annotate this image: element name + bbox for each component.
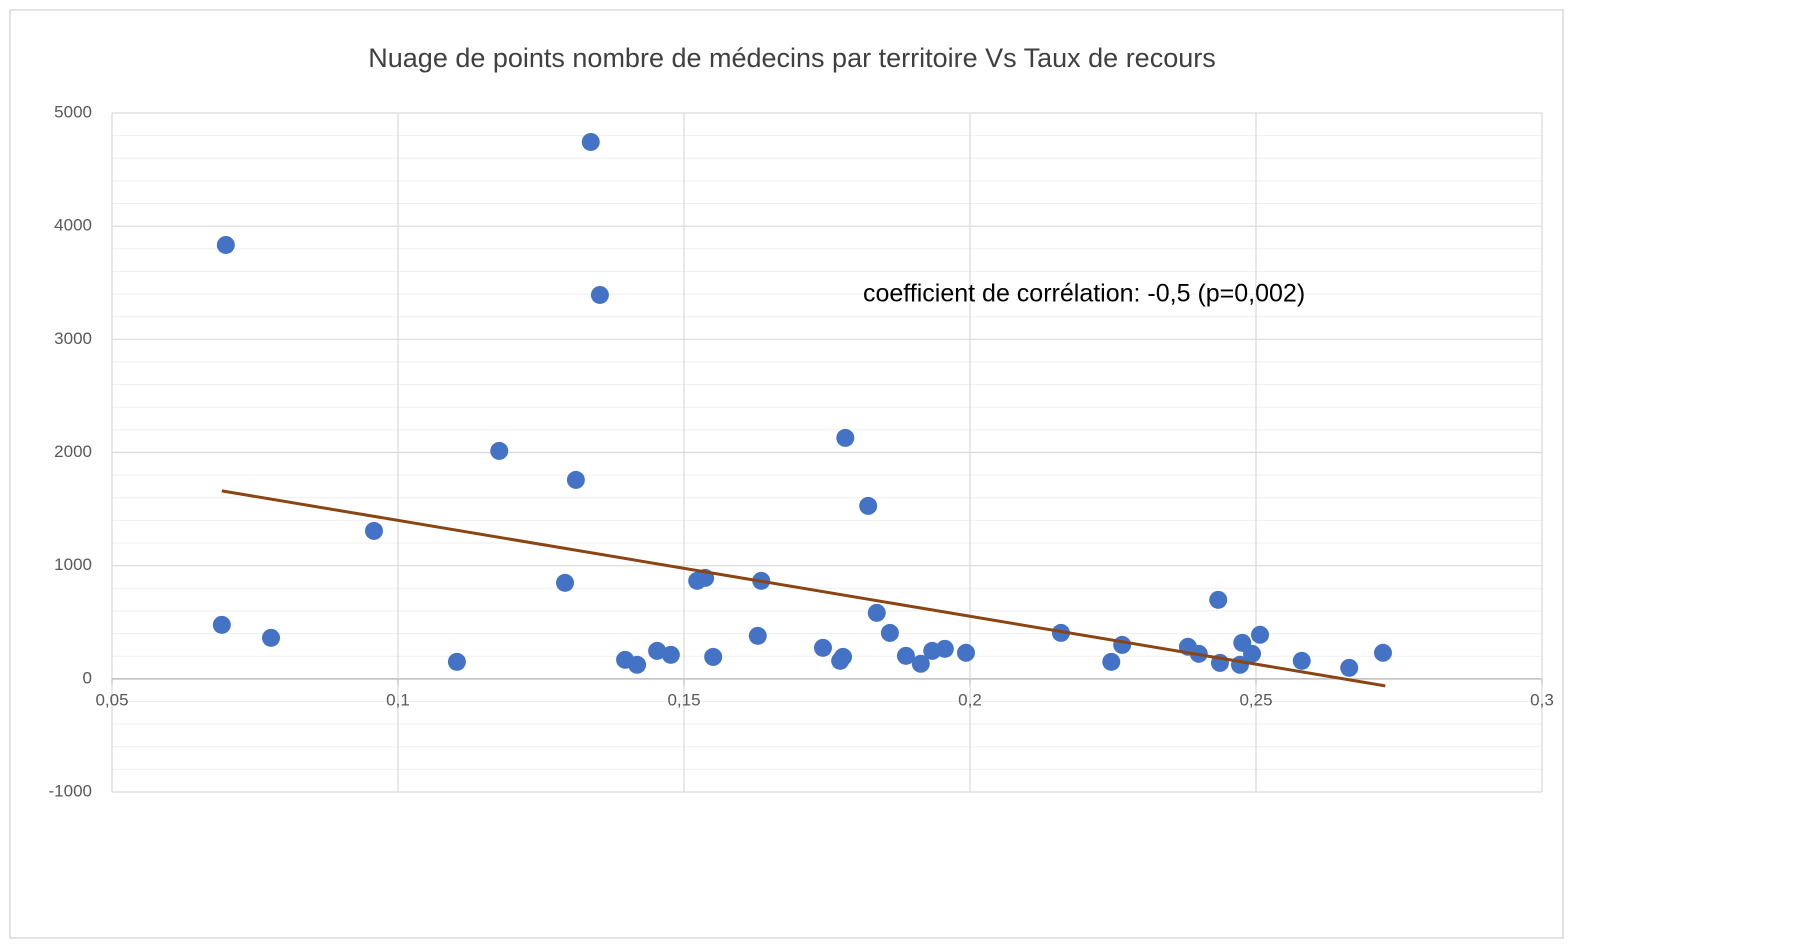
point (748, 626, 767, 645)
point (867, 603, 886, 622)
y-tick-label: 4000 (54, 216, 92, 235)
point (1292, 651, 1311, 670)
x-tick-label: 0,25 (1239, 690, 1272, 709)
point (935, 639, 954, 658)
annotation: coefficient de corrélation: -0,5 (p=0,00… (863, 280, 1305, 308)
point (212, 615, 231, 634)
point (896, 646, 915, 665)
y-tick-label: -1000 (49, 781, 92, 800)
x-tick-label: 0,05 (95, 690, 128, 709)
trendline (221, 489, 1386, 688)
chart-frame (9, 9, 1564, 939)
point (556, 573, 575, 592)
point (1209, 590, 1228, 609)
x-tick-label: 0,15 (667, 690, 700, 709)
point (590, 285, 609, 304)
point (566, 470, 585, 489)
y-tick-label: 5000 (54, 102, 92, 121)
y-tick-label: 3000 (54, 329, 92, 348)
y-tick-label: 0 (83, 668, 92, 687)
point (1373, 643, 1392, 662)
point (364, 521, 383, 540)
point (216, 235, 235, 254)
point (813, 638, 832, 657)
point (1242, 644, 1261, 663)
point (1251, 625, 1270, 644)
point (911, 654, 930, 673)
point (1102, 652, 1121, 671)
point (490, 441, 509, 460)
point (262, 628, 281, 647)
point (661, 645, 680, 664)
point (648, 641, 667, 660)
point (956, 643, 975, 662)
point (447, 652, 466, 671)
point (704, 647, 723, 666)
point (834, 647, 853, 666)
chart-title: Nuage de points nombre de médecins par t… (368, 43, 1215, 73)
x-tick-label: 0,2 (958, 690, 982, 709)
x-tick-label: 0,1 (386, 690, 410, 709)
y-tick-label: 2000 (54, 442, 92, 461)
point (859, 496, 878, 515)
point (836, 428, 855, 447)
point (581, 132, 600, 151)
point (880, 623, 899, 642)
point (628, 655, 647, 674)
point (1340, 658, 1359, 677)
x-tick-label: 0,3 (1530, 690, 1554, 709)
y-tick-label: 1000 (54, 555, 92, 574)
point (1113, 635, 1132, 654)
